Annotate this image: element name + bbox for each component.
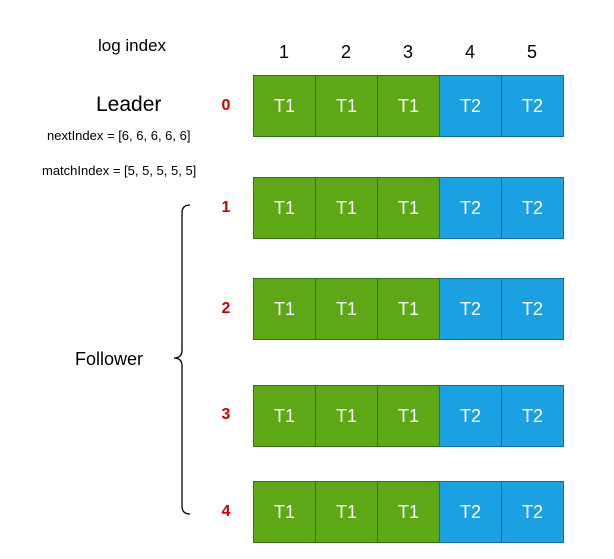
log-entry: T2 — [501, 278, 564, 340]
log-entry: T1 — [315, 481, 378, 543]
log-entry: T1 — [315, 278, 378, 340]
index-2: 2 — [340, 42, 351, 62]
log-entry: T1 — [253, 278, 316, 340]
log-row-node-1: T1 T1 T1 T2 T2 — [253, 177, 564, 239]
log-entry: T1 — [315, 75, 378, 137]
log-entry: T2 — [439, 177, 502, 239]
log-entry: T2 — [439, 481, 502, 543]
log-entry: T1 — [253, 385, 316, 447]
log-entry: T1 — [377, 177, 440, 239]
log-entry: T1 — [377, 75, 440, 137]
log-entry: T2 — [501, 177, 564, 239]
node-id-4: 4 — [221, 503, 231, 520]
log-entry: T2 — [439, 385, 502, 447]
node-id-3: 3 — [221, 406, 231, 423]
node-id-2: 2 — [221, 300, 231, 317]
log-entry: T1 — [315, 385, 378, 447]
log-row-node-2: T1 T1 T1 T2 T2 — [253, 278, 564, 340]
log-entry: T1 — [253, 481, 316, 543]
node-id-1: 1 — [221, 199, 231, 216]
follower-brace — [173, 204, 191, 515]
log-entry: T1 — [377, 481, 440, 543]
log-entry: T1 — [377, 385, 440, 447]
index-5: 5 — [526, 42, 537, 62]
log-entry: T1 — [315, 177, 378, 239]
next-index-text: nextIndex = [6, 6, 6, 6, 6] — [47, 128, 191, 143]
log-entry: T2 — [501, 75, 564, 137]
log-entry: T2 — [439, 278, 502, 340]
log-entry: T1 — [377, 278, 440, 340]
index-3: 3 — [402, 42, 413, 62]
log-entry: T2 — [501, 481, 564, 543]
log-entry: T2 — [439, 75, 502, 137]
log-row-node-0: T1 T1 T1 T2 T2 — [253, 75, 564, 137]
log-entry: T2 — [501, 385, 564, 447]
log-row-node-4: T1 T1 T1 T2 T2 — [253, 481, 564, 543]
leader-title: Leader — [96, 93, 162, 116]
node-id-0: 0 — [221, 97, 231, 114]
log-index-label: log index — [98, 36, 167, 55]
follower-label: Follower — [75, 349, 144, 369]
log-entry: T1 — [253, 177, 316, 239]
log-entry: T1 — [253, 75, 316, 137]
index-4: 4 — [464, 42, 475, 62]
log-row-node-3: T1 T1 T1 T2 T2 — [253, 385, 564, 447]
index-1: 1 — [278, 42, 289, 62]
match-index-text: matchIndex = [5, 5, 5, 5, 5] — [42, 163, 197, 178]
